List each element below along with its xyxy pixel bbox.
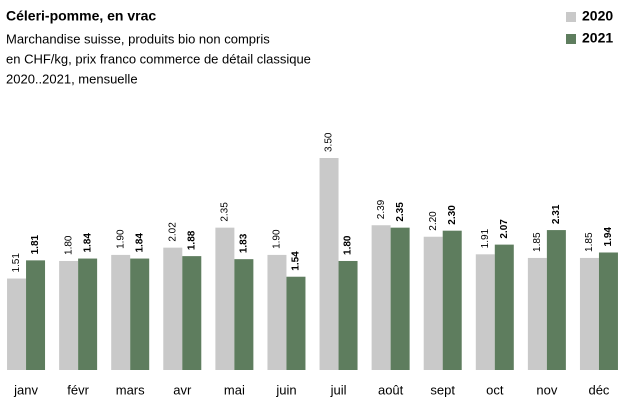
value-label: 1.88: [186, 230, 197, 250]
value-label: 2.31: [551, 204, 562, 224]
chart-title: Céleri-pomme, en vrac: [6, 8, 156, 24]
value-label: 2.39: [376, 199, 387, 219]
bar: [163, 247, 183, 370]
bar: [267, 254, 287, 370]
value-label: 1.90: [272, 229, 283, 249]
bar: [423, 236, 443, 370]
x-tick-label: déc: [588, 382, 609, 397]
value-label: 1.83: [239, 233, 250, 253]
bar: [59, 260, 79, 370]
value-label: 1.85: [532, 232, 543, 252]
value-label: 1.91: [480, 228, 491, 248]
bar: [111, 254, 131, 370]
bar: [390, 227, 410, 370]
bar: [494, 244, 514, 370]
bar: [234, 259, 254, 370]
value-label: 1.80: [63, 235, 74, 255]
bar: [182, 256, 202, 370]
value-label: 1.90: [115, 229, 126, 249]
bar: [338, 260, 358, 370]
value-label: 2.30: [447, 205, 458, 225]
bar: [26, 260, 46, 370]
bar: [7, 278, 27, 370]
bar: [579, 257, 599, 370]
bar: [319, 158, 339, 370]
legend-swatch: [566, 12, 576, 22]
x-tick-label: août: [378, 382, 404, 397]
value-label: 3.50: [324, 132, 335, 152]
bar: [371, 225, 391, 370]
value-label: 2.07: [499, 219, 510, 239]
value-label: 2.02: [167, 222, 178, 242]
x-tick-label: juil: [330, 382, 347, 397]
x-tick-label: mai: [224, 382, 245, 397]
x-tick-label: nov: [536, 382, 557, 397]
bar: [598, 252, 618, 370]
bar: [546, 230, 566, 370]
value-label: 2.35: [395, 202, 406, 222]
value-label: 2.20: [428, 211, 439, 231]
bar: [130, 258, 150, 370]
bar: [475, 254, 495, 370]
value-label: 1.84: [134, 233, 145, 253]
legend-swatch: [566, 34, 576, 44]
x-tick-label: janv: [13, 382, 38, 397]
value-label: 1.94: [603, 227, 614, 247]
bar: [78, 258, 98, 370]
subtitle: 2020..2021, mensuelle: [6, 71, 138, 86]
value-label: 1.54: [291, 251, 302, 271]
x-tick-label: sept: [430, 382, 455, 397]
value-label: 1.85: [584, 232, 595, 252]
x-tick-label: oct: [486, 382, 504, 397]
x-tick-label: mars: [116, 382, 145, 397]
value-label: 2.35: [220, 202, 231, 222]
value-label: 1.81: [30, 234, 41, 254]
subtitle: en CHF/kg, prix franco commerce de détai…: [6, 51, 311, 66]
legend-label: 2020: [582, 8, 613, 24]
legend-label: 2021: [582, 30, 613, 46]
bar: [215, 227, 235, 370]
x-tick-label: févr: [67, 382, 89, 397]
bar: [286, 276, 306, 370]
value-label: 1.84: [82, 233, 93, 253]
x-tick-label: juin: [275, 382, 296, 397]
bar: [527, 257, 547, 370]
value-label: 1.80: [343, 235, 354, 255]
value-label: 1.51: [11, 253, 22, 273]
x-tick-label: avr: [173, 382, 192, 397]
bar: [442, 230, 462, 370]
subtitle: Marchandise suisse, produits bio non com…: [6, 31, 270, 46]
